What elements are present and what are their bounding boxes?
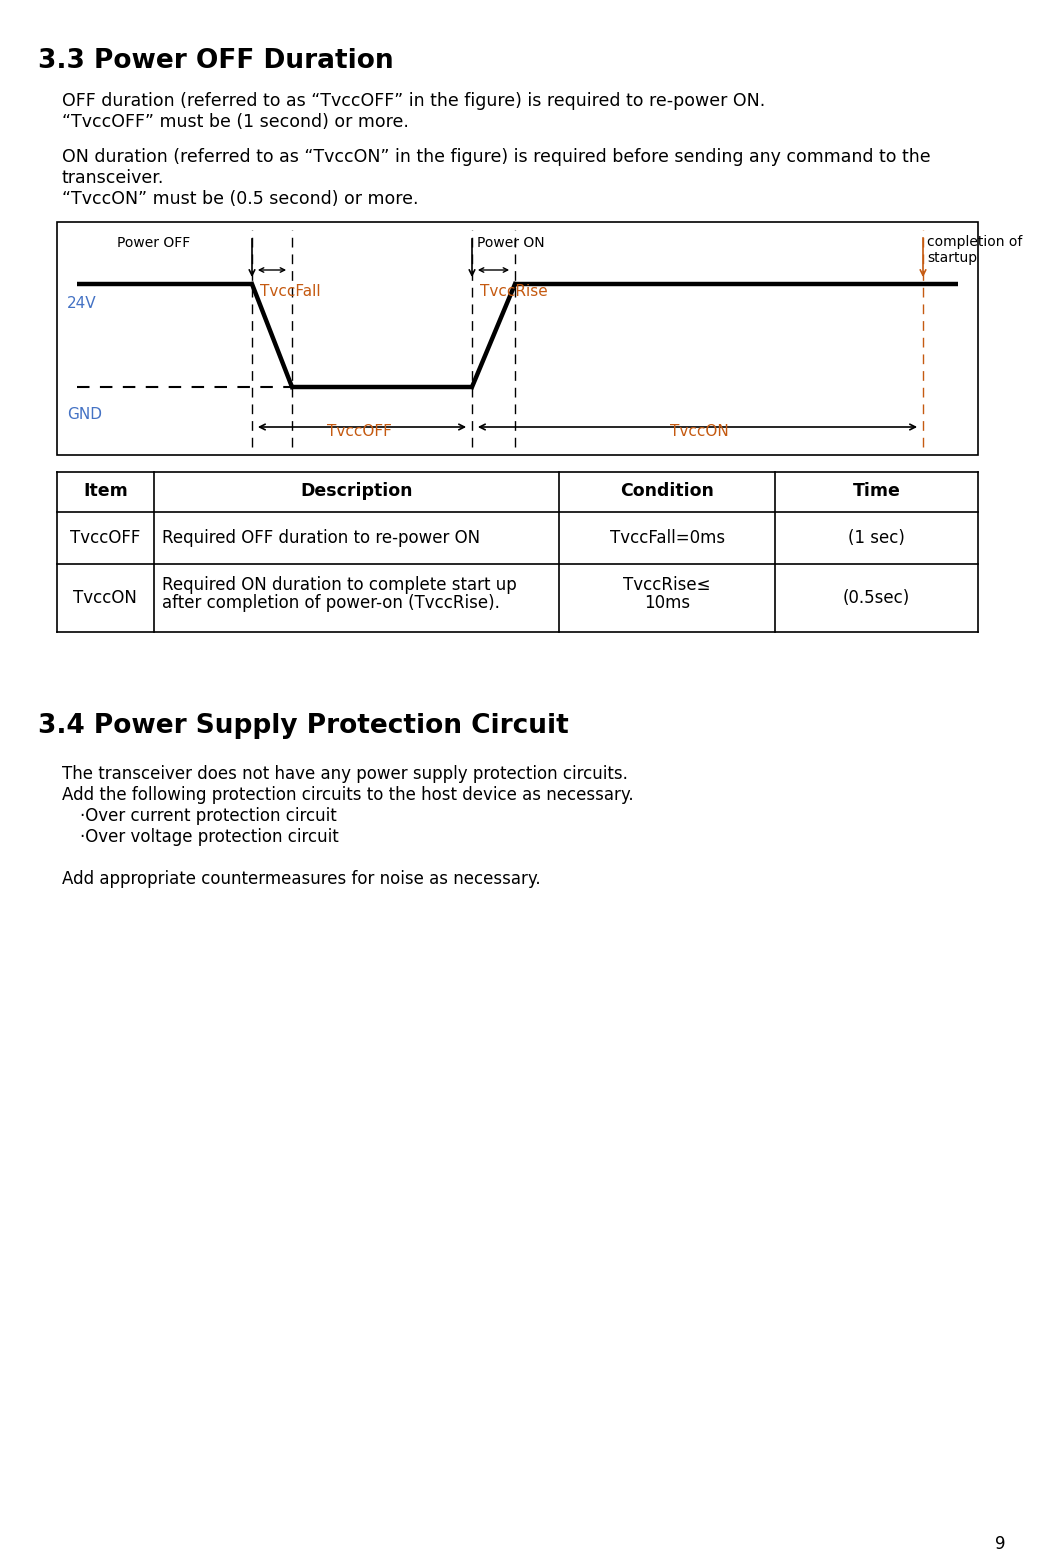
Text: Time: Time	[852, 483, 900, 500]
Text: 9: 9	[994, 1535, 1005, 1552]
Text: Power ON: Power ON	[477, 236, 544, 250]
Text: Add the following protection circuits to the host device as necessary.: Add the following protection circuits to…	[62, 785, 634, 804]
Text: 3.4 Power Supply Protection Circuit: 3.4 Power Supply Protection Circuit	[38, 712, 568, 739]
Text: Item: Item	[83, 483, 128, 500]
Text: after completion of power-on (TvccRise).: after completion of power-on (TvccRise).	[162, 594, 500, 611]
Text: TvccON: TvccON	[670, 424, 728, 439]
Text: ·Over voltage protection circuit: ·Over voltage protection circuit	[80, 829, 339, 846]
Text: Condition: Condition	[620, 483, 714, 500]
Text: TvccRise≤: TvccRise≤	[623, 576, 711, 594]
Text: Required OFF duration to re-power ON: Required OFF duration to re-power ON	[162, 529, 480, 546]
Text: transceiver.: transceiver.	[62, 169, 165, 186]
Text: TvccOFF: TvccOFF	[71, 529, 141, 546]
Text: (0.5sec): (0.5sec)	[843, 590, 910, 607]
Text: ON duration (referred to as “TvccON” in the figure) is required before sending a: ON duration (referred to as “TvccON” in …	[62, 147, 930, 166]
Text: Description: Description	[300, 483, 413, 500]
Text: 3.3 Power OFF Duration: 3.3 Power OFF Duration	[38, 48, 394, 74]
Text: The transceiver does not have any power supply protection circuits.: The transceiver does not have any power …	[62, 765, 627, 784]
Text: 10ms: 10ms	[644, 594, 691, 611]
Text: Required ON duration to complete start up: Required ON duration to complete start u…	[162, 576, 516, 594]
Text: completion of
startup: completion of startup	[927, 234, 1022, 265]
Text: Power OFF: Power OFF	[117, 236, 190, 250]
Text: OFF duration (referred to as “TvccOFF” in the figure) is required to re-power ON: OFF duration (referred to as “TvccOFF” i…	[62, 92, 765, 110]
Text: TvccON: TvccON	[74, 590, 137, 607]
Text: ·Over current protection circuit: ·Over current protection circuit	[80, 807, 337, 826]
Bar	[57, 222, 978, 455]
Text: “TvccON” must be (0.5 second) or more.: “TvccON” must be (0.5 second) or more.	[62, 189, 419, 208]
Text: TvccOFF: TvccOFF	[327, 424, 392, 439]
Text: Add appropriate countermeasures for noise as necessary.: Add appropriate countermeasures for nois…	[62, 871, 540, 888]
Text: TvccFall: TvccFall	[260, 284, 320, 300]
Text: “TvccOFF” must be (1 second) or more.: “TvccOFF” must be (1 second) or more.	[62, 113, 409, 130]
Text: (1 sec): (1 sec)	[848, 529, 905, 546]
Text: 24V: 24V	[67, 296, 96, 310]
Text: GND: GND	[67, 407, 102, 422]
Text: TvccRise: TvccRise	[480, 284, 548, 300]
Text: TvccFall=0ms: TvccFall=0ms	[610, 529, 725, 546]
